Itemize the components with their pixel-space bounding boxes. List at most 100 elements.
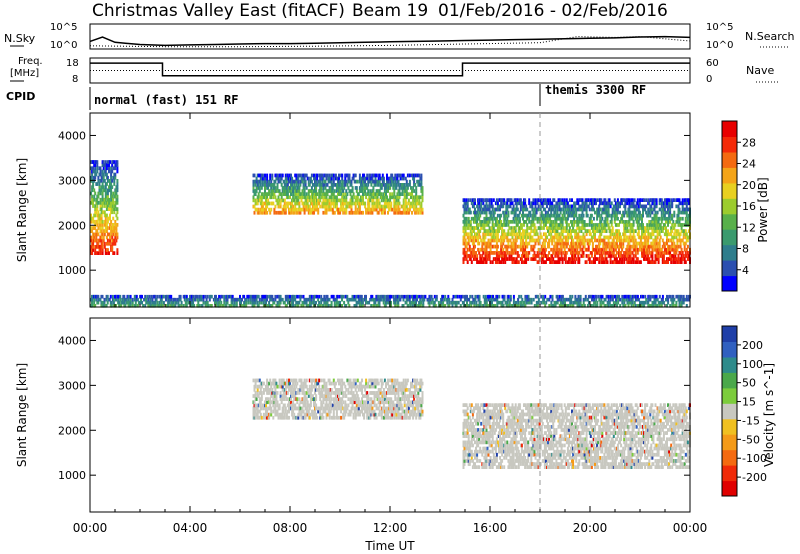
power-cell <box>262 201 265 206</box>
power-cell <box>353 297 356 302</box>
power-cell <box>368 300 371 305</box>
power-cell <box>504 260 507 264</box>
power-cell <box>631 198 634 202</box>
power-cell <box>662 204 665 209</box>
power-cell <box>676 213 679 218</box>
power-cell <box>357 204 360 209</box>
power-cell <box>537 247 540 252</box>
power-cell <box>333 195 336 200</box>
power-cell <box>410 201 412 206</box>
power-cell <box>556 229 559 233</box>
power-cell <box>376 183 379 187</box>
power-cell <box>97 191 100 196</box>
power-cell <box>322 210 325 215</box>
power-cell <box>105 223 108 227</box>
power-cell <box>554 244 557 249</box>
power-cell <box>525 257 528 261</box>
power-cell <box>482 198 485 202</box>
power-cell <box>299 192 302 196</box>
power-cell <box>343 183 346 187</box>
power-cell <box>472 241 475 246</box>
power-cell <box>323 179 326 184</box>
power-cell <box>346 297 349 302</box>
power-cell <box>303 210 306 215</box>
power-cell <box>367 183 370 187</box>
power-cell <box>102 229 105 233</box>
power-cell <box>354 207 357 212</box>
power-cell <box>556 244 559 249</box>
power-cell <box>654 235 657 240</box>
power-cell <box>519 207 522 212</box>
power-cell <box>114 188 117 193</box>
power-cell <box>484 241 487 246</box>
power-cell <box>490 201 493 206</box>
power-cell <box>490 198 493 202</box>
power-cell <box>100 179 103 183</box>
power-cell <box>301 195 304 200</box>
power-cell <box>511 244 514 249</box>
power-cell <box>374 176 377 181</box>
power-cell <box>475 210 477 215</box>
power-cell <box>101 175 104 180</box>
power-cell <box>651 220 654 224</box>
power-cell <box>523 229 525 233</box>
power-cell <box>578 213 581 218</box>
power-cell <box>622 241 625 246</box>
power-cell <box>369 189 372 193</box>
power-cell <box>673 198 676 202</box>
power-cell <box>636 213 639 218</box>
power-cell <box>376 204 379 209</box>
power-cell <box>341 294 343 299</box>
power-cell <box>513 220 516 224</box>
power-cell <box>506 207 509 212</box>
power-cell <box>500 201 503 206</box>
power-cell <box>565 244 568 249</box>
power-cell <box>495 241 498 246</box>
power-cell <box>97 179 100 183</box>
power-cell <box>293 210 296 215</box>
power-cell <box>104 251 107 255</box>
power-cell <box>624 232 627 237</box>
power-cell <box>491 207 494 212</box>
power-cell <box>252 195 255 200</box>
power-cell <box>571 213 573 218</box>
power-cell <box>321 183 324 187</box>
power-cell <box>478 297 481 302</box>
power-cell <box>574 260 577 264</box>
power-cell <box>90 191 92 196</box>
power-cell <box>303 192 306 196</box>
power-cell <box>495 223 498 227</box>
power-cell <box>104 229 107 233</box>
power-cell <box>534 232 537 237</box>
power-cell <box>243 304 246 308</box>
power-cell <box>404 198 407 203</box>
power-cell <box>600 198 603 202</box>
power-cell <box>110 197 113 202</box>
power-cell <box>123 300 126 305</box>
power-cell <box>231 300 234 305</box>
power-cell <box>587 229 590 233</box>
power-cell <box>622 210 625 215</box>
power-cell <box>514 241 517 246</box>
power-cell <box>91 300 93 305</box>
power-cell <box>321 192 324 196</box>
power-cell <box>207 304 210 308</box>
power-cell <box>321 201 324 206</box>
power-cell <box>470 235 473 240</box>
power-cell <box>683 201 686 206</box>
power-cell <box>613 216 616 221</box>
power-cell <box>298 186 301 190</box>
power-cell <box>480 220 483 224</box>
power-cell <box>552 198 555 202</box>
power-cell <box>512 204 515 209</box>
power-cell <box>225 297 228 302</box>
power-cell <box>683 260 686 264</box>
power-cell <box>187 300 190 305</box>
power-cell <box>539 235 542 240</box>
power-cell <box>297 186 300 190</box>
power-cell <box>301 201 304 206</box>
power-cell <box>110 210 113 215</box>
power-cell <box>636 257 639 261</box>
power-cell <box>323 297 326 302</box>
power-cell <box>675 235 678 240</box>
